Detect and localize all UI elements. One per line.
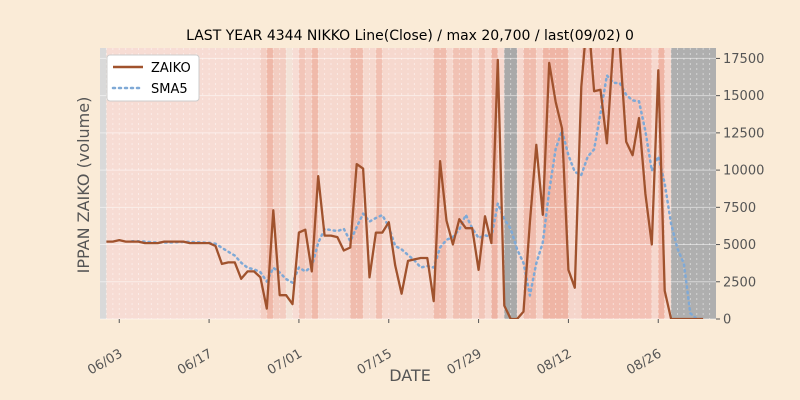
y-tick-label: 15000 <box>723 89 764 104</box>
series-line-zaiko <box>106 48 704 319</box>
background-band <box>568 48 582 319</box>
legend: ZAIKO SMA5 <box>106 54 200 102</box>
grid <box>100 57 716 320</box>
background-band <box>446 48 453 319</box>
background-band <box>260 48 267 319</box>
background-band <box>452 48 473 319</box>
y-tick-label: 7500 <box>723 201 756 216</box>
background-band <box>298 48 306 319</box>
background-band <box>318 48 351 319</box>
y-tick-label: 5000 <box>723 238 756 253</box>
y-tick-label: 2500 <box>723 275 756 290</box>
series-lines <box>106 48 705 319</box>
background-band <box>504 48 518 319</box>
y-tick-label: 17500 <box>723 52 764 67</box>
y-axis: 0 2500 5000 7500 10000 12500 15000 17500 <box>716 52 764 328</box>
x-axis-label: DATE <box>389 366 431 385</box>
background-band <box>382 48 434 319</box>
legend-label-sma5: SMA5 <box>151 82 188 97</box>
background-band <box>292 48 299 319</box>
background-band <box>581 48 652 319</box>
background-band <box>375 48 383 319</box>
background-band <box>311 48 319 319</box>
chart-title: LAST YEAR 4344 NIKKO Line(Close) / max 2… <box>186 28 634 44</box>
background-band <box>266 48 274 319</box>
background-band <box>305 48 312 319</box>
background-band <box>671 48 716 319</box>
background-band <box>485 48 492 319</box>
y-axis-label: IPPAN ZAIKO (volume) <box>74 97 93 274</box>
background-band <box>472 48 479 319</box>
background-band <box>100 48 107 319</box>
series-line-sma5 <box>130 74 705 319</box>
background-bands <box>100 48 716 319</box>
background-band <box>286 48 293 319</box>
background-band <box>478 48 485 319</box>
y-tick-label: 10000 <box>723 164 764 179</box>
legend-label-zaiko: ZAIKO <box>151 61 191 76</box>
y-tick-label: 12500 <box>723 126 764 141</box>
y-tick-label: 0 <box>723 313 731 328</box>
background-band <box>517 48 524 319</box>
background-band <box>664 48 672 319</box>
background-band <box>350 48 364 319</box>
